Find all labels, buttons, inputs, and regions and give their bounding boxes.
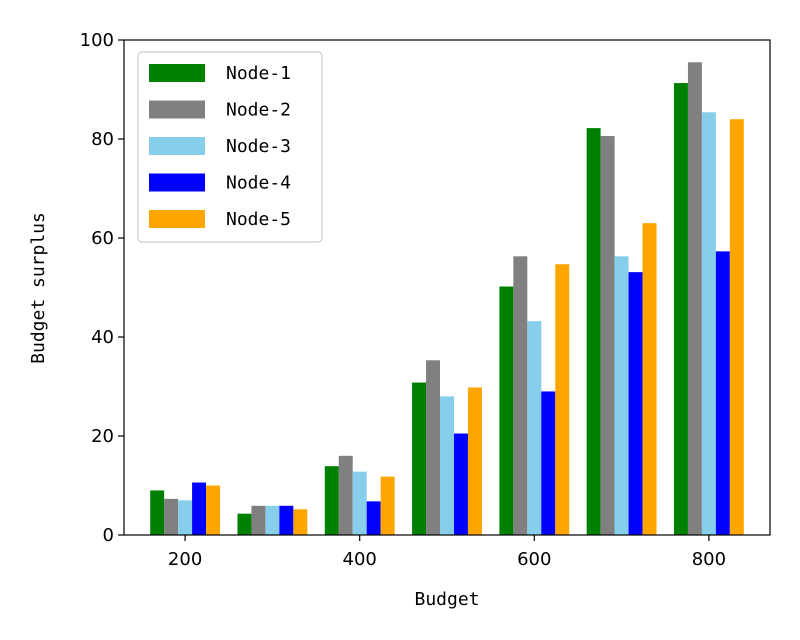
bar-node-4-400 [366, 501, 381, 535]
y-tick-label: 80 [91, 129, 114, 150]
bar-node-3-200 [178, 500, 193, 535]
bar-node-2-800 [687, 62, 702, 536]
bars-layer [150, 62, 744, 536]
y-tick-label: 60 [91, 228, 114, 249]
bar-node-1-400 [324, 466, 339, 535]
bar-node-5-700 [642, 223, 657, 535]
y-tick-label: 100 [80, 30, 114, 51]
bar-node-4-700 [628, 272, 643, 535]
y-tick-label: 0 [103, 525, 114, 546]
legend-label-node-2: Node-2 [226, 100, 291, 121]
x-tick-label: 200 [168, 549, 202, 570]
bar-node-2-200 [164, 498, 179, 535]
bar-node-2-700 [600, 136, 615, 535]
legend: Node-1 Node-2 Node-3 Node-4 Node-5 [137, 51, 323, 243]
bar-node-1-500 [412, 382, 427, 535]
bar-node-5-500 [467, 387, 482, 535]
legend-box [137, 51, 323, 243]
bar-node-4-600 [541, 391, 556, 535]
x-tick-label: 400 [343, 549, 377, 570]
bar-node-2-500 [426, 360, 441, 535]
legend-label-node-5: Node-5 [226, 209, 291, 230]
bar-node-3-300 [265, 505, 280, 535]
bar-node-5-300 [293, 509, 308, 535]
bar-node-3-600 [527, 321, 542, 535]
bar-node-1-600 [499, 286, 514, 535]
bar-node-4-200 [192, 482, 207, 535]
plot-frame [123, 39, 771, 536]
x-tick-label: 600 [517, 549, 551, 570]
bar-node-4-500 [453, 433, 468, 535]
y-tick-label: 20 [91, 426, 114, 447]
bar-node-3-400 [352, 471, 367, 535]
axes-layer: 0 20 40 60 80 100 200 400 600 800 [80, 30, 771, 570]
bar-node-1-200 [150, 490, 165, 535]
bar-node-1-800 [673, 83, 688, 535]
x-axis-label: Budget [414, 589, 479, 610]
legend-label-node-4: Node-4 [226, 173, 291, 194]
bar-node-3-500 [440, 396, 454, 535]
bar-node-5-400 [380, 476, 395, 535]
x-tick-label: 800 [692, 549, 726, 570]
y-tick-label: 40 [91, 327, 114, 348]
bar-node-2-400 [338, 455, 353, 535]
legend-swatch-node-5 [149, 210, 205, 228]
bar-node-2-300 [251, 505, 266, 535]
legend-label-node-1: Node-1 [226, 63, 291, 84]
y-axis-label: Budget surplus [28, 212, 49, 364]
legend-swatch-node-4 [149, 173, 205, 192]
legend-swatch-node-2 [149, 100, 205, 119]
bar-node-4-300 [279, 505, 294, 535]
bar-node-5-200 [206, 485, 221, 535]
bar-node-5-600 [555, 264, 570, 535]
bar-node-1-300 [237, 513, 252, 535]
legend-swatch-node-3 [149, 137, 205, 155]
bar-node-5-800 [729, 119, 744, 535]
legend-label-node-3: Node-3 [226, 136, 291, 157]
bar-node-4-800 [715, 251, 730, 536]
bar-node-1-700 [586, 128, 601, 536]
bar-node-3-800 [701, 112, 716, 536]
legend-swatch-node-1 [149, 64, 205, 82]
bar-node-2-600 [513, 256, 528, 535]
bar-node-3-700 [614, 256, 629, 535]
